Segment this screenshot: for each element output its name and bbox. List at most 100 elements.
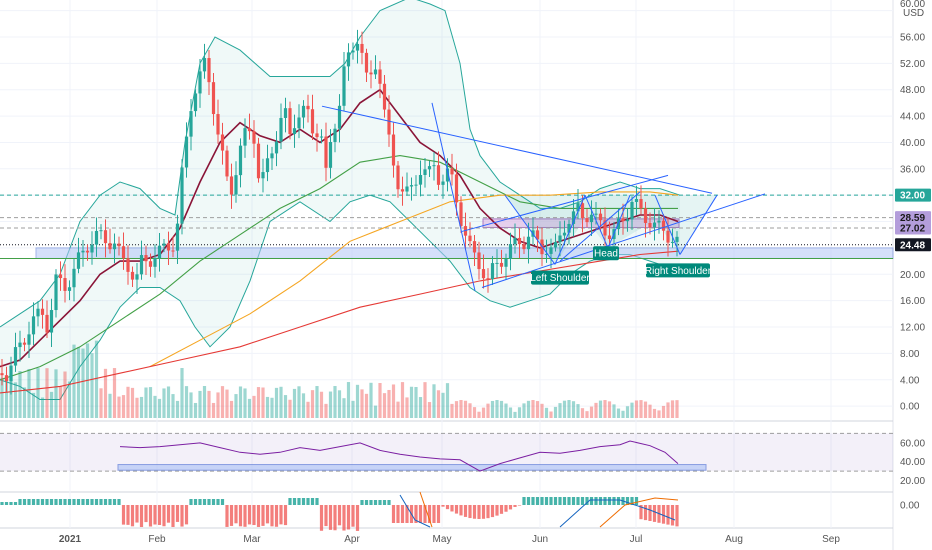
macd-bar xyxy=(18,499,22,505)
volume-bar xyxy=(445,383,450,418)
volume-bar xyxy=(103,368,108,418)
volume-bar xyxy=(598,400,603,418)
price-axis[interactable]: 56.00 52.00 48.00 44.00 40.00 36.00 20.00 16.00… xyxy=(895,0,931,413)
pattern-label-text: Right Shoulder xyxy=(645,266,712,277)
candle-body xyxy=(189,111,193,137)
candle-body xyxy=(504,258,508,267)
trendline-drawings[interactable] xyxy=(321,102,766,291)
volume-bar xyxy=(540,403,544,418)
volume-bar xyxy=(54,369,58,418)
candle-body xyxy=(513,237,517,245)
ma-line xyxy=(0,250,679,394)
volume-bar xyxy=(225,389,229,418)
macd-bar xyxy=(99,499,103,505)
channel-upper-line xyxy=(461,174,669,232)
macd-bar xyxy=(616,497,621,505)
price-tick-label: 52.00 xyxy=(900,59,925,70)
macd-bar xyxy=(279,505,283,525)
candle-body xyxy=(157,245,162,259)
volume-bar xyxy=(22,387,27,418)
volume-bar xyxy=(526,400,531,418)
candle-body xyxy=(535,230,540,240)
macd-bar xyxy=(166,505,171,523)
volume-bar xyxy=(297,386,301,418)
volume-bar xyxy=(279,386,283,418)
macd-bar xyxy=(27,499,31,505)
volume-bar xyxy=(477,411,481,418)
volume-bar xyxy=(130,387,135,418)
macd-bar xyxy=(661,505,666,524)
candle-body xyxy=(265,158,270,173)
macd-bar xyxy=(184,505,189,525)
macd-bar xyxy=(436,505,441,523)
volume-bar xyxy=(139,396,144,418)
candle-body xyxy=(130,271,135,280)
pattern-edge-2 xyxy=(554,194,586,265)
macd-bar xyxy=(40,499,45,505)
macd-bar xyxy=(373,500,378,505)
price-marker-tag xyxy=(895,188,931,202)
rsi-support-zone xyxy=(117,464,707,471)
candle-body xyxy=(468,235,472,242)
time-tick-label: May xyxy=(433,534,452,545)
candle-body xyxy=(441,181,445,185)
macd-bar xyxy=(274,505,279,527)
candle-body xyxy=(346,52,351,67)
macd-bar xyxy=(310,498,315,505)
candle-body xyxy=(324,136,328,168)
candle-body xyxy=(639,199,643,209)
candle-body xyxy=(292,128,297,135)
price-marker-text: 32.00 xyxy=(900,191,925,202)
candle-body xyxy=(81,250,85,253)
bollinger-fill xyxy=(0,0,680,400)
candle-body xyxy=(306,105,310,110)
candle-body xyxy=(225,150,229,177)
candle-body xyxy=(558,235,562,243)
time-axis[interactable]: 2021 Feb Mar Apr May Jun Jul Aug Sep xyxy=(59,534,840,545)
volume-bar xyxy=(90,353,94,418)
candle-body xyxy=(238,145,243,176)
macd-orange-2 xyxy=(599,497,679,528)
candle-body xyxy=(459,202,463,227)
volume-bar xyxy=(630,402,634,418)
macd-bar xyxy=(220,499,225,505)
volume-bar xyxy=(405,397,409,418)
macd-bar xyxy=(328,505,333,530)
volume-bar xyxy=(157,398,162,418)
macd-bar xyxy=(292,498,297,505)
macd-bar xyxy=(468,505,472,519)
macd-bar xyxy=(256,505,261,527)
volume-bar xyxy=(585,411,589,418)
candle-body xyxy=(0,373,4,376)
candle-body xyxy=(180,167,184,224)
candle-body xyxy=(49,310,54,333)
macd-bar xyxy=(450,505,454,512)
macd-bar xyxy=(382,500,387,505)
candle-body xyxy=(657,220,661,223)
candle-body xyxy=(135,274,139,280)
candle-body xyxy=(243,128,247,146)
volume-bar xyxy=(126,386,130,418)
macd-bar xyxy=(490,505,495,518)
volume-bar xyxy=(310,390,315,418)
price-tick-label: 56.00 xyxy=(900,32,925,43)
macd-bar xyxy=(9,502,13,505)
rsi-line xyxy=(119,440,679,472)
macd-bar xyxy=(459,505,463,516)
volume-bar xyxy=(175,400,180,418)
macd-bar xyxy=(580,497,585,505)
volume-bar xyxy=(252,395,256,418)
candle-body xyxy=(630,201,634,220)
macd-bar xyxy=(202,499,207,505)
candle-body xyxy=(391,134,396,166)
candle-body xyxy=(580,203,585,219)
candle-body xyxy=(499,262,504,267)
candle-body xyxy=(414,184,418,186)
macd-bar xyxy=(463,505,468,517)
volume-bar xyxy=(337,390,342,418)
macd-bar xyxy=(315,498,319,505)
candle-body xyxy=(328,141,333,168)
volume-bar xyxy=(243,388,247,418)
pattern-label-text: Left Shoulder xyxy=(530,273,590,284)
